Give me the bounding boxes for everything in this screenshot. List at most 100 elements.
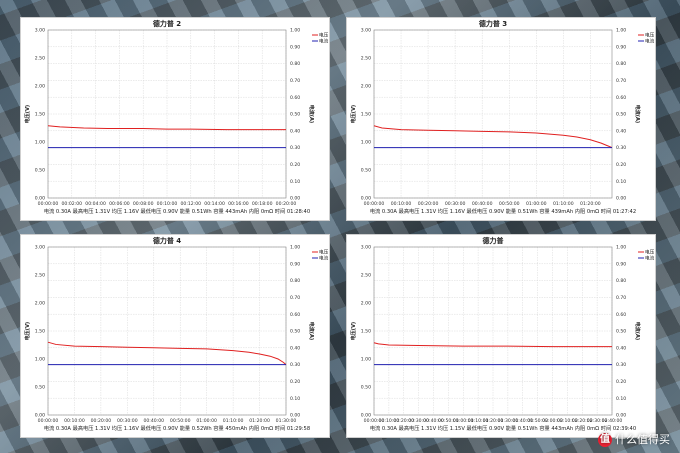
x-tick-label: 00:02:00: [61, 201, 82, 207]
stats-footer: 电流 0.30A 最高电压 1.31V 均压 1.15V 最低电压 0.90V …: [370, 424, 636, 432]
x-tick-label: 00:40:00: [472, 201, 493, 207]
x-tick-label: 00:00:00: [364, 201, 385, 207]
y2-tick-label: 0.90: [290, 44, 300, 50]
y-axis-label: 电压(V): [350, 322, 357, 340]
y-tick-label: 0.00: [35, 413, 45, 419]
chart-title: 德力普 3: [479, 19, 507, 28]
y-tick-label: 1.00: [361, 357, 371, 363]
y2-tick-label: 0.90: [616, 44, 626, 50]
y-tick-label: 2.00: [35, 301, 45, 307]
x-tick-label: 02:10:00: [557, 418, 578, 424]
x-tick-label: 00:04:00: [85, 201, 106, 207]
watermark-text: 什么值得买: [615, 433, 670, 446]
y2-tick-label: 0.80: [290, 278, 300, 284]
y2-tick-label: 0.10: [616, 179, 626, 185]
y2-tick-label: 1.00: [616, 245, 626, 251]
x-tick-label: 01:00:00: [526, 201, 547, 207]
y-tick-label: 0.50: [35, 168, 45, 174]
x-tick-label: 00:10:00: [379, 418, 400, 424]
y2-tick-label: 0.50: [290, 329, 300, 335]
x-tick-label: 00:20:00: [418, 201, 439, 207]
y-axis-label: 电压(V): [24, 322, 31, 340]
y-tick-label: 0.00: [35, 196, 45, 202]
x-tick-label: 00:30:00: [445, 201, 466, 207]
y2-tick-label: 0.70: [616, 295, 626, 301]
x-tick-label: 01:00:00: [196, 418, 217, 424]
x-tick-label: 00:14:00: [204, 201, 225, 207]
chart-svg-4: 德力普 0.00 0.10 0.20 0.30 0.40 0.50 0.60 0.70 0.80 0…: [350, 236, 655, 432]
y2-tick-label: 0.20: [616, 379, 626, 385]
x-tick-label: 02:30:00: [587, 418, 608, 424]
x-tick-label: 00:40:00: [143, 418, 164, 424]
y-tick-label: 3.00: [361, 245, 371, 251]
series-line-voltage: [47, 341, 287, 365]
x-tick-label: 00:50:00: [438, 418, 459, 424]
x-tick-label: 00:08:00: [133, 201, 154, 207]
y2-tick-label: 0.90: [290, 261, 300, 267]
chart-title: 德力普 4: [153, 236, 181, 245]
x-tick-label: 01:20:00: [483, 418, 504, 424]
x-tick-label: 01:30:00: [276, 418, 297, 424]
y-tick-label: 1.50: [361, 329, 371, 335]
y2-tick-label: 0.70: [290, 78, 300, 84]
x-tick-label: 02:20:00: [572, 418, 593, 424]
y-tick-label: 1.00: [361, 140, 371, 146]
x-tick-label: 01:10:00: [468, 418, 489, 424]
chart-svg-3: 德力普 4 0.00 0.10 0.20 0.30 0.40 0.50 0.60 0.70 0.8…: [24, 236, 329, 432]
series-line-voltage: [373, 342, 612, 348]
x-tick-label: 00:10:00: [157, 201, 178, 207]
chart-panel-3: 德力普 4 0.00 0.10 0.20 0.30 0.40 0.50 0.60 0.70 0.8…: [20, 234, 330, 438]
y2-tick-label: 0.60: [290, 95, 300, 101]
plot-frame: [47, 29, 287, 199]
x-tick-label: 00:20:00: [91, 418, 112, 424]
y2-tick-label: 0.30: [616, 362, 626, 368]
x-tick-label: 01:50:00: [527, 418, 548, 424]
y2-tick-label: 0.00: [616, 196, 626, 202]
y-tick-label: 3.00: [35, 245, 45, 251]
y2-tick-label: 0.40: [290, 128, 300, 134]
chart-panel-1: 德力普 2 0.00 0.10 0.20 0.30 0.40 0.50 0.60 0.70 0.8…: [20, 17, 330, 221]
x-tick-label: 00:18:00: [252, 201, 273, 207]
x-tick-label: 02:00:00: [542, 418, 563, 424]
x-tick-label: 01:20:00: [249, 418, 270, 424]
y2-tick-label: 0.80: [290, 61, 300, 67]
x-tick-label: 00:06:00: [109, 201, 130, 207]
x-tick-label: 00:50:00: [170, 418, 191, 424]
x-tick-label: 00:40:00: [423, 418, 444, 424]
legend-entry: 电压: [645, 249, 655, 256]
legend-entry: 电流: [319, 38, 329, 45]
y2-tick-label: 0.00: [290, 196, 300, 202]
y2-tick-label: 0.10: [290, 396, 300, 402]
y2-tick-label: 0.70: [616, 78, 626, 84]
y2-tick-label: 0.60: [290, 312, 300, 318]
y2-tick-label: 0.40: [616, 128, 626, 134]
y2-tick-label: 0.60: [616, 312, 626, 318]
y-tick-label: 2.50: [361, 273, 371, 279]
y-axis-label: 电压(V): [24, 105, 31, 123]
y2-tick-label: 0.30: [290, 145, 300, 151]
legend-entry: 电流: [319, 255, 329, 262]
y-tick-label: 0.50: [35, 385, 45, 391]
stats-footer: 电流 0.30A 最高电压 1.31V 均压 1.16V 最低电压 0.90V …: [370, 207, 636, 215]
x-tick-label: 00:10:00: [391, 201, 412, 207]
y-tick-label: 0.50: [361, 168, 371, 174]
y2-tick-label: 0.10: [616, 396, 626, 402]
plot-frame: [373, 29, 613, 199]
y-tick-label: 2.00: [361, 84, 371, 90]
stats-footer: 电流 0.30A 最高电压 1.31V 均压 1.16V 最低电压 0.90V …: [44, 207, 310, 215]
y2-tick-label: 0.30: [616, 145, 626, 151]
y-tick-label: 0.50: [361, 385, 371, 391]
y2-tick-label: 0.50: [616, 329, 626, 335]
y2-tick-label: 0.50: [290, 112, 300, 118]
legend-entry: 电压: [645, 32, 655, 39]
y-tick-label: 2.50: [35, 56, 45, 62]
y2-tick-label: 0.40: [290, 345, 300, 351]
chart-panel-2: 德力普 3 0.00 0.10 0.20 0.30 0.40 0.50 0.60 0.70 0.8…: [346, 17, 656, 221]
y2-tick-label: 0.80: [616, 61, 626, 67]
chart-panel-4: 德力普 0.00 0.10 0.20 0.30 0.40 0.50 0.60 0.70 0.80 0…: [346, 234, 656, 438]
y2-tick-label: 0.50: [616, 112, 626, 118]
watermark: 值什么值得买: [598, 431, 670, 447]
x-tick-label: 00:20:00: [276, 201, 297, 207]
legend-entry: 电压: [319, 32, 329, 39]
x-tick-label: 01:20:00: [580, 201, 601, 207]
